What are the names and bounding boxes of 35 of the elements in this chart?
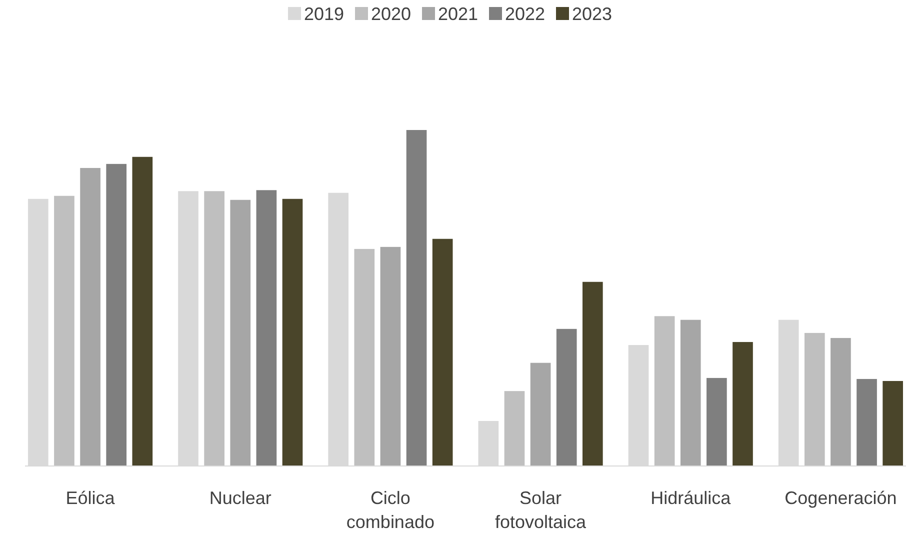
bar	[106, 164, 127, 466]
legend-label: 2022	[505, 4, 546, 24]
bar	[282, 198, 303, 466]
bar	[54, 196, 74, 466]
bar	[856, 378, 877, 466]
bar	[380, 246, 401, 466]
bar	[556, 328, 577, 466]
bar	[432, 238, 453, 466]
bar	[732, 342, 753, 466]
legend-label: 2023	[572, 4, 612, 24]
bar	[582, 282, 603, 466]
legend-label: 2020	[371, 4, 412, 24]
bar	[504, 391, 525, 466]
legend-label: 2021	[438, 4, 478, 24]
bar	[256, 190, 277, 466]
legend-label: 2019	[304, 4, 344, 24]
x-tick-label: Ciclo combinado	[346, 488, 434, 532]
bar	[830, 338, 851, 466]
bar	[680, 320, 701, 466]
x-tick-label: Eólica	[66, 488, 116, 508]
bar	[132, 156, 153, 466]
bar	[80, 168, 100, 466]
bar	[804, 332, 825, 466]
x-tick-label: Hidráulica	[650, 488, 732, 508]
bar	[406, 130, 427, 466]
bar	[706, 378, 727, 466]
bar	[882, 380, 903, 466]
x-tick-label: Solar fotovoltaica	[495, 488, 588, 532]
x-tick-label: Nuclear	[209, 488, 272, 508]
bar	[654, 316, 675, 466]
bar	[530, 362, 551, 466]
bar	[204, 191, 224, 466]
bar	[354, 248, 375, 466]
bar	[230, 200, 251, 466]
x-tick-label: Cogeneración	[784, 488, 897, 508]
